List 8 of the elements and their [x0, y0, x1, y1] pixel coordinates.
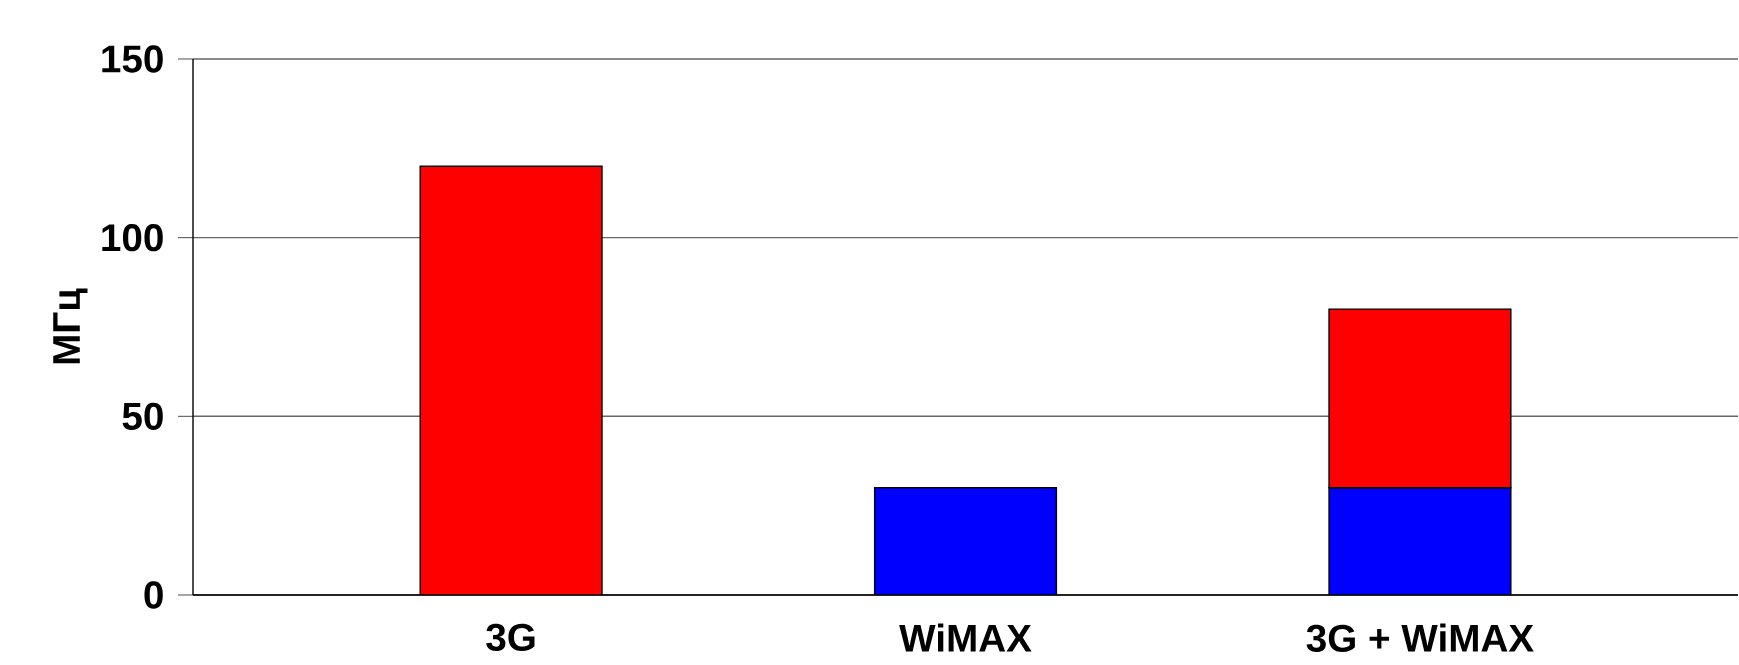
y-tick-label: 0	[144, 581, 163, 609]
y-tick-label: 150	[102, 45, 163, 73]
x-tick-label: 3G	[486, 623, 535, 652]
y-tick-label: 50	[122, 402, 163, 431]
x-tick-label: 3G + WiMAX	[1306, 623, 1534, 653]
y-tick-label: 100	[102, 224, 163, 252]
y-axis-title: МГц	[53, 288, 88, 364]
x-tick-label: WiMAX	[899, 623, 1032, 652]
